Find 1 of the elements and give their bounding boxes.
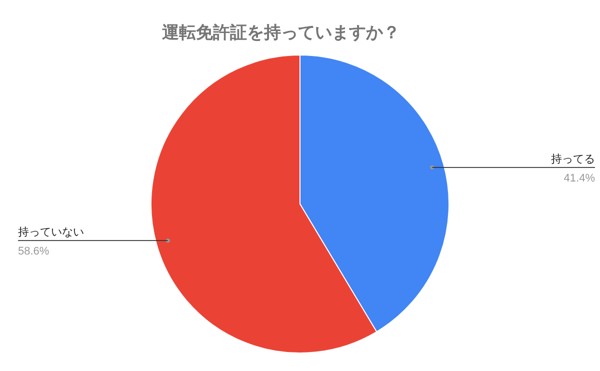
title: 運転免許証を持っていますか？ <box>162 23 400 42</box>
